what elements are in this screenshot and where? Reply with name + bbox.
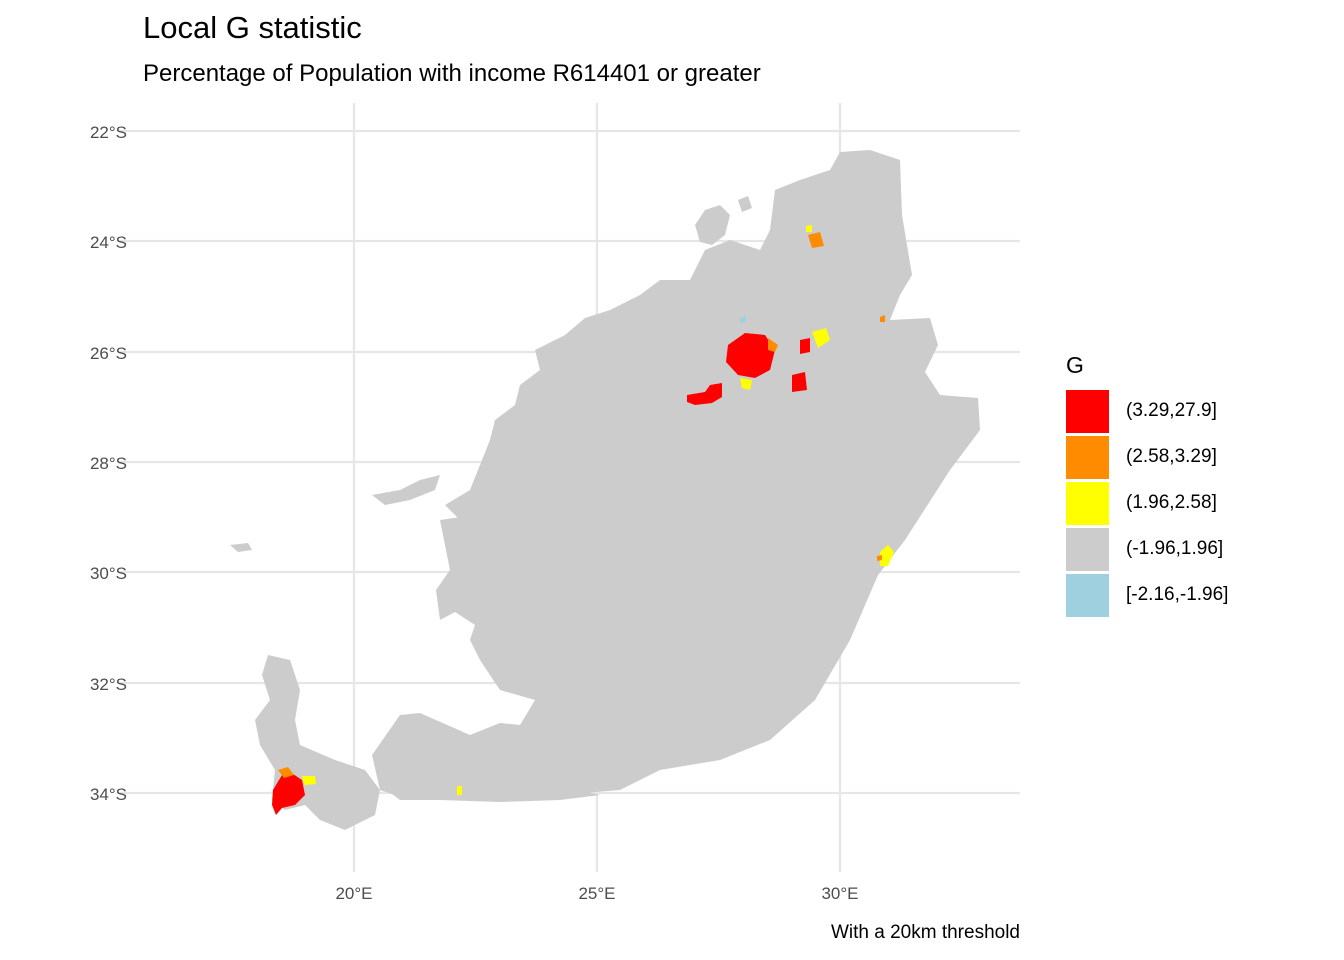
hotspot-red-west-rand — [687, 383, 722, 405]
legend-item: (1.96,2.58] — [1066, 480, 1228, 526]
hotspot-red-east — [792, 372, 807, 392]
legend-item: (2.58,3.29] — [1066, 434, 1228, 480]
hotspot-yellow-gauteng — [740, 378, 752, 390]
hotspot-patches — [272, 225, 894, 815]
hotspot-orange-ne — [880, 315, 885, 322]
legend-swatch — [1066, 573, 1109, 617]
legend-item: (-1.96,1.96] — [1066, 526, 1228, 572]
legend-item: (3.29,27.9] — [1066, 388, 1228, 434]
hotspot-orange-north — [808, 232, 824, 248]
legend-swatch — [1066, 481, 1109, 525]
legend-label: (1.96,2.58] — [1126, 492, 1217, 513]
map-subtitle: Percentage of Population with income R61… — [143, 60, 761, 87]
lat-tick-label: 32°S — [90, 675, 127, 694]
legend-label: (2.58,3.29] — [1126, 446, 1217, 467]
hotspot-yellow-north — [806, 225, 812, 232]
hotspot-red-east2 — [800, 338, 810, 354]
hotspot-red-cape-town — [272, 772, 305, 815]
hotspot-orange-cape-town — [278, 767, 294, 778]
legend-swatch — [1066, 435, 1109, 479]
land-mass — [230, 150, 980, 830]
map-caption: With a 20km threshold — [830, 922, 1020, 943]
legend-label: (3.29,27.9] — [1126, 400, 1217, 421]
hotspot-yellow-east — [812, 328, 830, 348]
hotspot-orange-gauteng — [768, 338, 778, 352]
legend-title: G — [1066, 352, 1084, 378]
lon-tick-label: 25°E — [578, 884, 615, 903]
lat-tick-label: 30°S — [90, 564, 127, 583]
hotspot-blue-north — [740, 316, 746, 323]
legend-label: (-1.96,1.96] — [1126, 538, 1224, 559]
hotspot-yellow-george — [457, 786, 462, 795]
map-title: Local G statistic — [143, 10, 362, 45]
lon-tick-label: 20°E — [335, 884, 372, 903]
lat-tick-label: 28°S — [90, 454, 127, 473]
lat-tick-labels: 22°S 24°S 26°S 28°S 30°S 32°S 34°S — [90, 123, 127, 804]
hotspot-red-gauteng — [726, 333, 775, 378]
lat-tick-label: 24°S — [90, 233, 127, 252]
legend-item: [-2.16,-1.96] — [1066, 572, 1228, 618]
legend-swatch — [1066, 389, 1109, 433]
hotspot-yellow-durban — [880, 545, 894, 566]
legend-swatch — [1066, 527, 1109, 571]
lat-tick-label: 34°S — [90, 785, 127, 804]
legend: G (3.29,27.9] (2.58,3.29] (1.96,2.58] (-… — [1066, 352, 1228, 618]
legend-label: [-2.16,-1.96] — [1126, 584, 1229, 605]
hotspot-orange-durban — [877, 555, 882, 561]
lon-tick-label: 30°E — [821, 884, 858, 903]
hotspot-yellow-cape-town — [302, 776, 316, 785]
lon-tick-labels: 20°E 25°E 30°E — [335, 884, 858, 903]
lat-tick-label: 26°S — [90, 344, 127, 363]
lat-tick-label: 22°S — [90, 123, 127, 142]
